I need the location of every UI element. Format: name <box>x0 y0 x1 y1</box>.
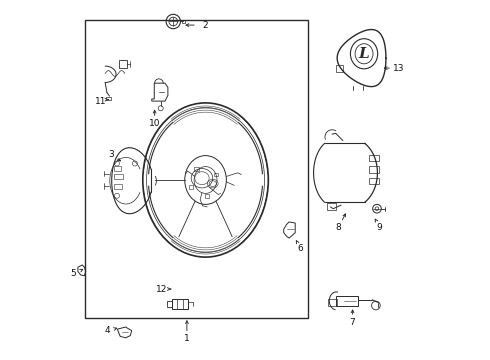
Text: 12: 12 <box>156 284 168 293</box>
Text: 7: 7 <box>350 318 355 327</box>
Bar <box>328 299 337 306</box>
Bar <box>85 21 308 318</box>
Bar <box>182 20 185 23</box>
Text: 5: 5 <box>71 269 76 278</box>
Text: 3: 3 <box>108 150 114 159</box>
Bar <box>115 166 121 171</box>
Text: 8: 8 <box>335 223 341 232</box>
Bar <box>106 97 111 100</box>
Bar <box>369 178 379 184</box>
Text: 1: 1 <box>184 334 190 343</box>
Bar <box>369 166 379 173</box>
Bar <box>369 155 379 161</box>
Bar <box>327 203 336 211</box>
Bar <box>189 185 194 189</box>
Text: 13: 13 <box>393 64 404 73</box>
Bar <box>115 174 123 179</box>
Text: 6: 6 <box>298 244 303 253</box>
Text: 4: 4 <box>104 326 110 335</box>
Text: 2: 2 <box>203 21 208 30</box>
Bar <box>120 59 127 68</box>
Text: L: L <box>359 48 369 62</box>
Bar <box>214 173 219 176</box>
Text: 10: 10 <box>149 119 160 128</box>
Bar <box>115 184 122 189</box>
Text: 11: 11 <box>95 96 107 105</box>
Text: 9: 9 <box>377 223 382 232</box>
Bar <box>195 167 199 171</box>
Bar <box>205 194 210 198</box>
Bar <box>172 299 188 309</box>
